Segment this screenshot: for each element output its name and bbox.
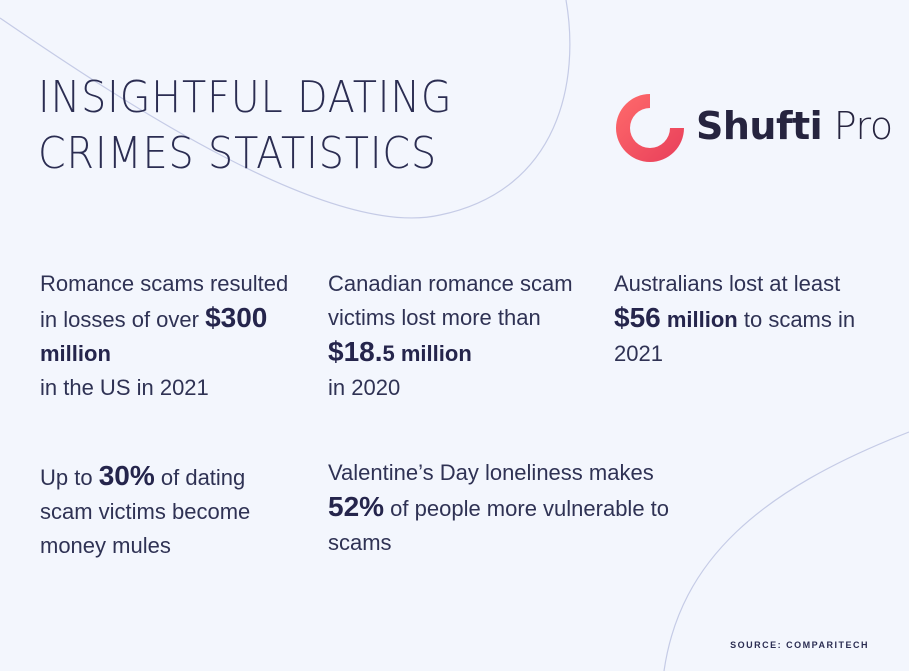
stat-valentines-vulnerability: Valentine’s Day loneliness makes 52% of … — [328, 460, 670, 555]
page-title: INSIGHTFUL DATING CRIMES STATISTICS — [38, 70, 452, 182]
brand-name: Shufti Pro — [696, 104, 893, 148]
stat-us-unit: million — [40, 341, 111, 366]
stat-us-losses: Romance scams resulted in losses of over… — [40, 271, 289, 400]
stat-australia-losses: Australians lost at least $56 million to… — [614, 271, 856, 366]
stat-us-value: $300 — [205, 302, 268, 333]
shufti-pro-logo-mark-icon — [616, 94, 684, 162]
stat-money-mules: Up to 30% of dating scam victims become … — [40, 460, 251, 558]
source-credit: SOURCE: COMPARITECH — [730, 640, 869, 650]
stat-canada-losses: Canadian romance scam victims lost more … — [328, 271, 573, 400]
stat-valentines-value: 52% — [328, 491, 385, 522]
stat-australia-value: $56 — [614, 302, 661, 333]
stat-canada-value-decimal: 5 — [382, 341, 395, 366]
title-line-1: INSIGHTFUL DATING — [38, 72, 453, 123]
title-line-2: CRIMES STATISTICS — [38, 128, 437, 179]
stat-money-mules-value: 30% — [98, 460, 155, 491]
stat-australia-unit: million — [666, 307, 738, 332]
stat-canada-unit: million — [400, 341, 472, 366]
brand-name-light: Pro — [833, 104, 893, 148]
brand-name-bold: Shufti — [696, 104, 823, 148]
stat-canada-value: $18. — [328, 336, 383, 367]
shufti-pro-logo: Shufti Pro — [614, 92, 893, 164]
